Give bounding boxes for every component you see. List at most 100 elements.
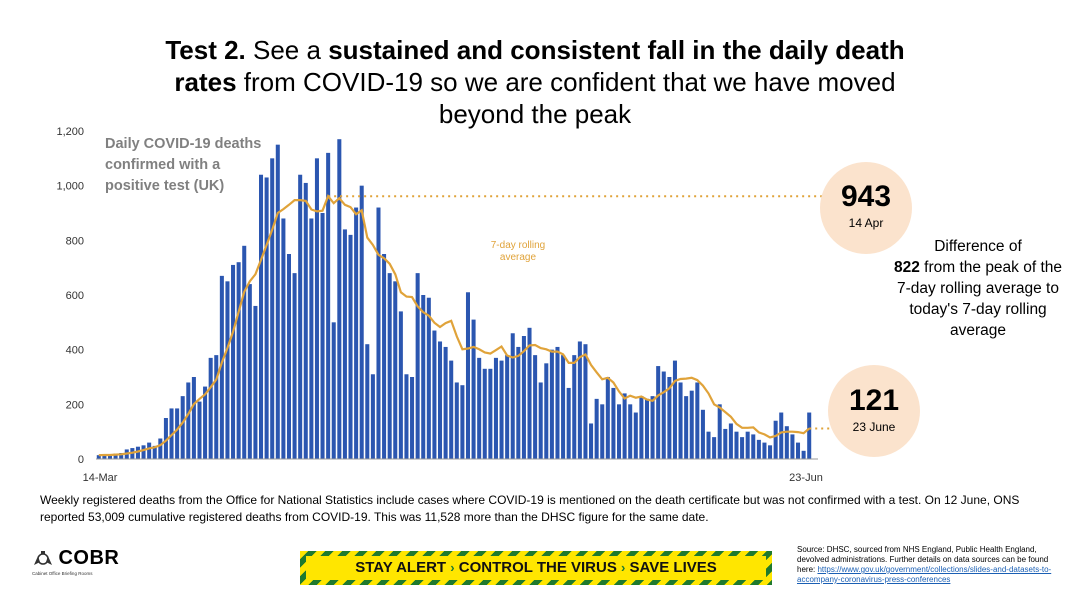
banner-part-2: CONTROL THE VIRUS	[458, 559, 617, 576]
bar	[393, 281, 398, 459]
bar	[96, 455, 101, 459]
bar	[163, 418, 168, 459]
source-text: Source: DHSC, sourced from NHS England, …	[797, 545, 1049, 574]
bar	[175, 408, 180, 459]
bar	[751, 434, 756, 459]
bar	[410, 377, 415, 459]
title-text-1: See a	[245, 35, 329, 65]
bar	[723, 428, 728, 459]
bar	[382, 254, 387, 459]
bar	[147, 442, 152, 459]
banner-text: STAY ALERT › CONTROL THE VIRUS › SAVE LI…	[306, 556, 766, 580]
bar	[426, 297, 431, 459]
bar	[644, 398, 649, 459]
bar	[589, 423, 594, 459]
bar	[337, 139, 342, 459]
y-tick-label: 800	[66, 235, 84, 247]
bar	[292, 273, 297, 459]
bar	[768, 445, 773, 459]
chevron-right-icon: ›	[621, 560, 626, 575]
bar	[605, 377, 610, 459]
bar	[566, 387, 571, 459]
bar	[219, 275, 224, 459]
bar	[264, 177, 269, 459]
lines-group	[98, 194, 830, 457]
bar	[309, 218, 314, 459]
difference-line2: from the peak of the 7-day rolling avera…	[897, 259, 1063, 339]
slide-title: Test 2. See a sustained and consistent f…	[150, 34, 920, 130]
bar	[790, 434, 795, 459]
logo-name: COBR	[58, 547, 120, 569]
bar	[661, 371, 666, 459]
footnote: Weekly registered deaths from the Office…	[40, 493, 1020, 524]
bar	[667, 377, 672, 459]
bar	[186, 382, 191, 459]
y-tick-label: 1,000	[56, 181, 84, 193]
bar	[438, 341, 443, 459]
chart-title: Daily COVID-19 deaths confirmed with a pos…	[105, 136, 261, 194]
bar	[617, 404, 622, 459]
bar	[242, 245, 247, 459]
bar	[415, 273, 420, 459]
banner-part-3: SAVE LIVES	[629, 559, 717, 576]
bar	[801, 450, 806, 459]
source-link[interactable]: https://www.gov.uk/government/collection…	[797, 565, 1052, 584]
bar	[740, 437, 745, 459]
bar	[477, 357, 482, 459]
bar	[354, 207, 359, 459]
bar	[796, 442, 801, 459]
bar	[449, 360, 454, 459]
bar	[700, 409, 705, 459]
title-bold-text: sustained and consistent fall in the dai…	[174, 35, 905, 97]
bar	[745, 431, 750, 459]
logo-subtitle: Cabinet Office Briefing Rooms	[32, 571, 93, 576]
bar	[712, 437, 717, 459]
bar	[773, 420, 778, 459]
rolling-average-line	[98, 194, 810, 457]
bar	[275, 144, 280, 460]
bar	[208, 357, 213, 459]
bar	[465, 292, 470, 459]
bar	[471, 319, 476, 459]
bar	[326, 152, 331, 459]
bar	[510, 333, 515, 459]
bar	[555, 346, 560, 459]
bar	[734, 431, 739, 459]
bar	[706, 431, 711, 459]
bar	[460, 385, 465, 459]
difference-line1: Difference of	[934, 238, 1022, 255]
y-tick-label: 600	[66, 290, 84, 302]
source-note: Source: DHSC, sourced from NHS England, …	[797, 545, 1057, 585]
bar	[549, 349, 554, 459]
bar	[527, 327, 532, 459]
bar	[259, 174, 264, 460]
bar	[286, 254, 291, 459]
bar	[583, 344, 588, 459]
bar	[214, 355, 219, 459]
bar	[247, 284, 252, 459]
current-value: 121	[848, 384, 900, 417]
bar	[253, 305, 258, 459]
bar	[594, 398, 599, 459]
bar	[639, 396, 644, 459]
bar	[225, 281, 230, 459]
difference-note: Difference of 822 from the peak of the 7…	[888, 236, 1068, 341]
x-tick-label: 23-Jun	[789, 472, 823, 484]
bar	[807, 412, 812, 459]
bar	[314, 158, 319, 459]
bar	[650, 396, 655, 459]
bars-group	[96, 139, 818, 460]
bar	[370, 374, 375, 459]
bar	[432, 330, 437, 459]
bar	[577, 341, 582, 459]
bar	[533, 355, 538, 459]
bar	[141, 445, 146, 459]
bar	[113, 453, 118, 459]
bar	[633, 412, 638, 459]
bar	[404, 374, 409, 459]
current-circle: 121 23 June	[828, 365, 920, 457]
bar	[348, 234, 353, 459]
bar	[728, 423, 733, 459]
bar	[689, 390, 694, 459]
bar	[443, 346, 448, 459]
